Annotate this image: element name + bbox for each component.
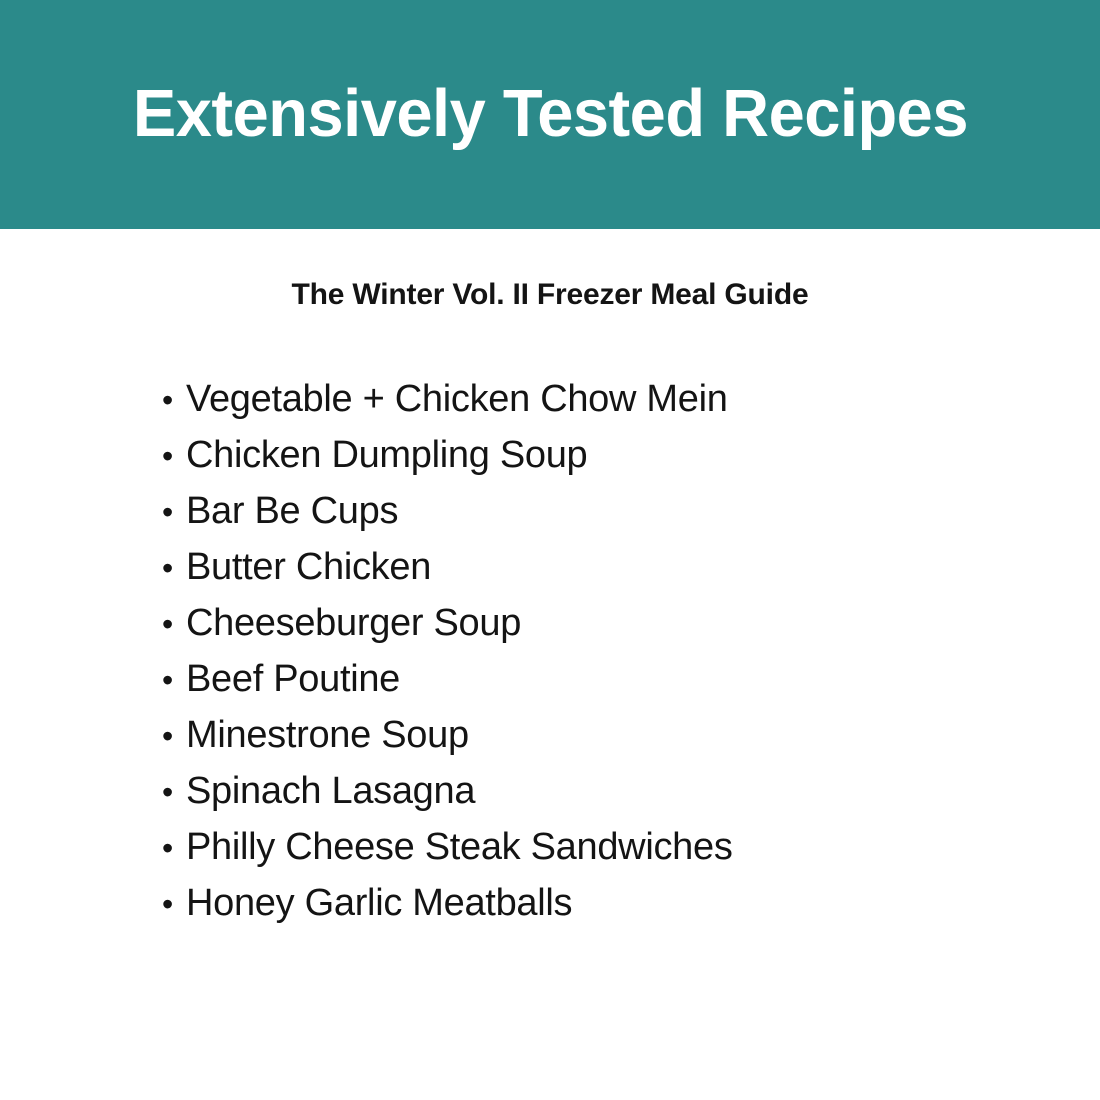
bullet-icon: • <box>162 382 174 418</box>
bullet-icon: • <box>162 550 174 586</box>
list-item: • Cheeseburger Soup <box>162 595 733 651</box>
bullet-icon: • <box>162 494 174 530</box>
list-item: • Philly Cheese Steak Sandwiches <box>162 819 733 875</box>
recipe-name: Chicken Dumpling Soup <box>186 434 588 476</box>
recipe-name: Honey Garlic Meatballs <box>186 882 573 924</box>
page-title: Extensively Tested Recipes <box>132 76 968 152</box>
recipe-name: Beef Poutine <box>186 658 401 700</box>
recipe-name: Vegetable + Chicken Chow Mein <box>186 378 728 420</box>
bullet-icon: • <box>162 718 174 754</box>
content-area: The Winter Vol. II Freezer Meal Guide • … <box>0 229 1100 1100</box>
list-item: • Bar Be Cups <box>162 483 733 539</box>
list-item: • Vegetable + Chicken Chow Mein <box>162 371 733 427</box>
list-item: • Chicken Dumpling Soup <box>162 427 733 483</box>
bullet-icon: • <box>162 774 174 810</box>
guide-subtitle: The Winter Vol. II Freezer Meal Guide <box>291 278 809 311</box>
bullet-icon: • <box>162 438 174 474</box>
recipe-list: • Vegetable + Chicken Chow Mein • Chicke… <box>162 371 733 931</box>
list-item: • Spinach Lasagna <box>162 763 733 819</box>
list-item: • Butter Chicken <box>162 539 733 595</box>
bullet-icon: • <box>162 662 174 698</box>
list-item: • Minestrone Soup <box>162 707 733 763</box>
recipe-name: Minestrone Soup <box>186 714 469 756</box>
recipe-name: Butter Chicken <box>186 546 432 588</box>
recipe-name: Bar Be Cups <box>186 490 399 532</box>
recipe-name: Spinach Lasagna <box>186 770 476 812</box>
list-item: • Beef Poutine <box>162 651 733 707</box>
recipe-name: Cheeseburger Soup <box>186 602 522 644</box>
bullet-icon: • <box>162 830 174 866</box>
bullet-icon: • <box>162 886 174 922</box>
bullet-icon: • <box>162 606 174 642</box>
list-item: • Honey Garlic Meatballs <box>162 875 733 931</box>
header-banner: Extensively Tested Recipes <box>0 0 1100 229</box>
recipe-name: Philly Cheese Steak Sandwiches <box>186 826 733 868</box>
